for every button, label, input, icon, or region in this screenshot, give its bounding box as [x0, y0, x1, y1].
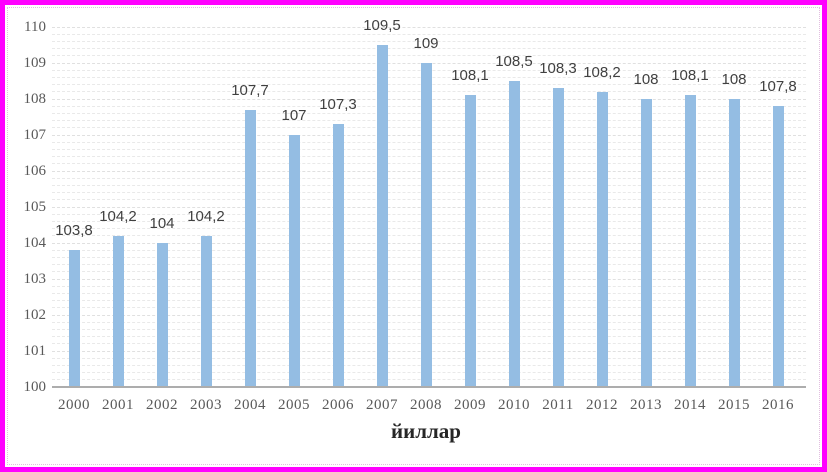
y-tick-label: 101: [23, 343, 47, 359]
bar: [772, 106, 784, 387]
y-tick-label: 103: [23, 271, 47, 287]
bar: [640, 99, 652, 387]
x-tick-label: 2009: [454, 397, 486, 413]
x-axis-title: йиллар: [391, 419, 461, 443]
bar: [244, 109, 256, 387]
bar-value-label: 108,1: [671, 67, 709, 85]
bar-value-label: 104: [149, 215, 175, 232]
bar: [464, 95, 476, 387]
bar: [288, 135, 300, 387]
bar-value-label: 104,2: [99, 207, 137, 225]
x-tick-label: 2012: [586, 397, 618, 413]
bar-value-label: 108,5: [495, 53, 533, 70]
x-tick-label: 2004: [234, 397, 266, 413]
y-tick-label: 105: [23, 199, 47, 215]
bar: [552, 88, 564, 387]
y-tick-label: 100: [23, 379, 47, 395]
x-tick-label: 2000: [58, 397, 90, 413]
y-tick-label: 110: [24, 19, 46, 35]
y-tick-label: 104: [23, 235, 47, 251]
bar: [376, 45, 388, 387]
bar-value-label: 107,3: [319, 96, 357, 114]
gridline: [52, 33, 806, 35]
x-tick-label: 2008: [410, 397, 442, 413]
y-tick-label: 106: [23, 163, 47, 179]
y-tick-label: 107: [23, 127, 47, 143]
bar: [596, 91, 608, 387]
x-tick-label: 2011: [542, 397, 574, 413]
bar: [728, 99, 740, 387]
x-axis-line: [52, 386, 806, 388]
bar-value-label: 108: [633, 71, 659, 88]
x-tick-label: 2005: [278, 397, 310, 413]
x-tick-label: 2013: [630, 397, 662, 413]
bar: [156, 243, 168, 387]
bar-value-label: 107,8: [759, 78, 797, 96]
bar: [684, 95, 696, 387]
x-tick-label: 2003: [190, 397, 222, 413]
bar-value-label: 109: [413, 35, 439, 52]
bar: [508, 81, 520, 387]
y-tick-label: 102: [23, 307, 47, 323]
bar: [68, 250, 80, 387]
bar: [112, 235, 124, 387]
bar: [200, 235, 212, 387]
x-tick-label: 2001: [102, 397, 134, 413]
y-tick-label: 109: [23, 55, 47, 71]
x-tick-label: 2010: [498, 397, 530, 413]
x-tick-label: 2015: [718, 397, 750, 413]
gridline: [52, 40, 806, 42]
gridline: [52, 48, 806, 50]
x-tick-label: 2006: [322, 397, 354, 413]
bar-value-label: 104,2: [187, 207, 225, 225]
x-tick-label: 2014: [674, 397, 706, 413]
bar-value-label: 108,2: [583, 63, 621, 81]
bar-value-label: 108,1: [451, 67, 489, 85]
bar-value-label: 107,7: [231, 81, 269, 99]
bar-value-label: 103,8: [55, 222, 93, 240]
bar: [332, 124, 344, 387]
x-tick-label: 2007: [366, 397, 398, 413]
bar-value-label: 109,5: [363, 17, 401, 34]
bar-value-label: 108: [721, 71, 747, 88]
bar-value-label: 108,3: [539, 60, 577, 78]
gridline: [52, 55, 806, 57]
y-tick-label: 108: [23, 91, 47, 107]
x-tick-label: 2016: [762, 397, 794, 413]
x-tick-label: 2002: [146, 397, 178, 413]
gridline: [52, 26, 806, 28]
bar: [420, 63, 432, 387]
bar-value-label: 107: [281, 107, 307, 124]
